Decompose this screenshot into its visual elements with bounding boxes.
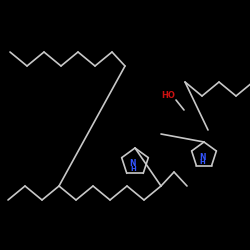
Text: N: N [130, 160, 136, 168]
Text: H: H [130, 166, 136, 172]
Text: H: H [199, 159, 205, 165]
Text: N: N [199, 152, 205, 162]
Text: HO: HO [161, 92, 175, 100]
